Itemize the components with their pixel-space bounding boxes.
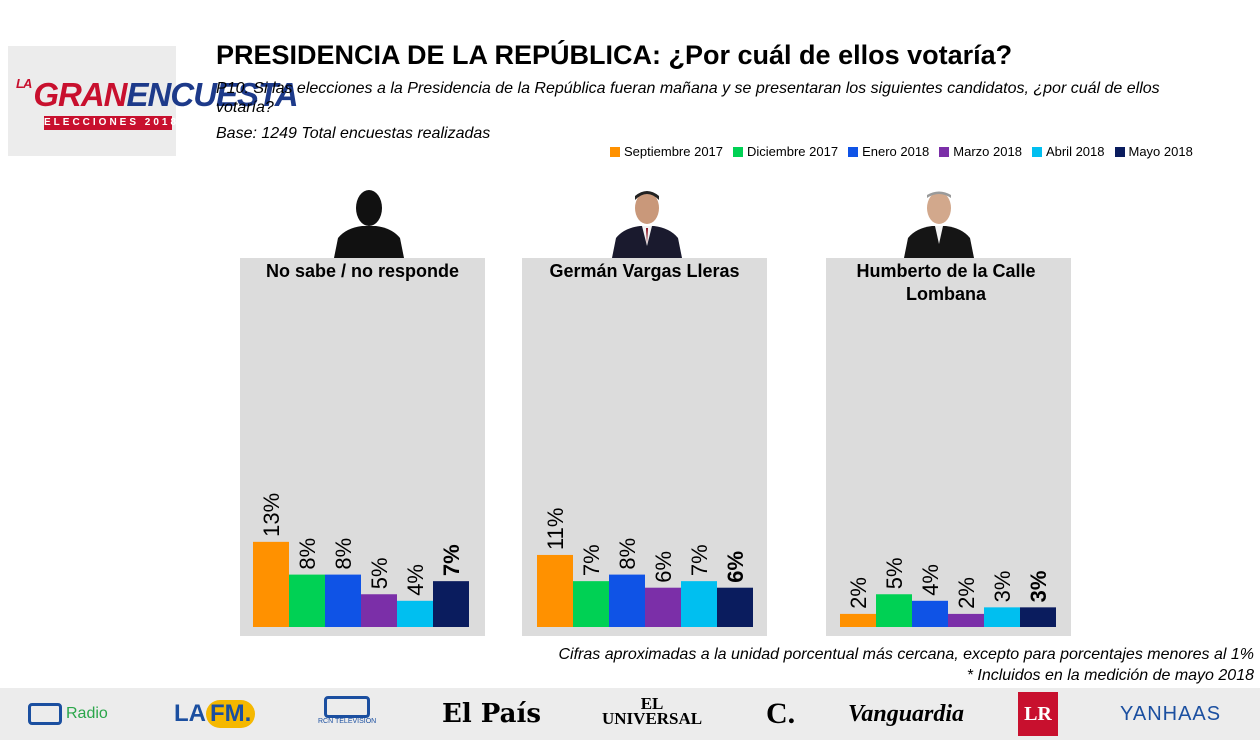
bar-value-label: 7% (439, 544, 464, 576)
page-title: PRESIDENCIA DE LA REPÚBLICA: ¿Por cuál d… (216, 40, 1013, 70)
bar (253, 541, 289, 627)
legend-item-abril-2018: Abril 2018 (1031, 144, 1105, 159)
legend-swatch (848, 146, 859, 157)
bar-value-label: 6% (723, 551, 748, 583)
legend-item-marzo-2018: Marzo 2018 (939, 144, 1022, 159)
bar-value-label: 8% (615, 538, 640, 570)
bar (397, 600, 433, 627)
el-colombiano-logo: C. (766, 697, 796, 730)
el-pais-logo: El País (442, 699, 541, 729)
rounding-note: Cifras aproximadas a la unidad porcentua… (558, 646, 1255, 663)
bar (1020, 607, 1056, 627)
bar (984, 607, 1020, 627)
la-fm-logo: LA FM. (174, 696, 256, 732)
gran-encuesta-logo: LAGRANENCUESTA ELECCIONES 2018 (8, 46, 299, 156)
bar (912, 600, 948, 627)
vargas-lleras-photo-icon (612, 191, 682, 258)
logo-wordmark: LAGRANENCUESTA (16, 76, 299, 113)
el-universal-logo: EL UNIVERSAL (602, 694, 703, 728)
bar-value-label: 8% (331, 538, 356, 570)
bar (840, 613, 876, 627)
rcn-box-icon (324, 696, 371, 718)
legend-swatch (1031, 146, 1042, 157)
bar (537, 554, 573, 627)
panel-de-la-calle: Humberto de la Calle Lombana (826, 258, 1071, 636)
inclusion-note: * Incluidos en la medición de mayo 2018 (966, 667, 1254, 684)
la-republica-logo: LR (1018, 692, 1058, 736)
bar-value-label: 4% (403, 564, 428, 596)
bar-value-label: 4% (918, 564, 943, 596)
legend-item-mayo-2018: Mayo 2018 (1114, 144, 1193, 159)
legend-swatch (939, 146, 950, 157)
bar-value-label: 5% (882, 557, 907, 589)
bar-value-label: 2% (954, 577, 979, 609)
yanhaas-logo: YANHAAS (1120, 702, 1222, 725)
bar (645, 587, 681, 627)
bar (948, 613, 984, 627)
vanguardia-logo: Vanguardia (848, 700, 965, 727)
bar (289, 574, 325, 627)
bar-value-label: 3% (990, 571, 1015, 603)
bar-value-label: 2% (846, 577, 871, 609)
logo-subtitle: ELECCIONES 2018 (44, 116, 180, 130)
rcn-television-logo: RCN TELEVISIÓN (318, 696, 376, 732)
rcn-radio-logo: Radio (28, 696, 108, 732)
panel-title-vargas-lleras: Germán Vargas Lleras (549, 261, 740, 281)
bar-value-label: 13% (259, 493, 284, 537)
legend-swatch (1114, 146, 1125, 157)
bar-value-label: 3% (1026, 571, 1051, 603)
panel-title-de-la-calle: Humberto de la Calle Lombana (856, 261, 1036, 304)
de-la-calle-photo-icon (904, 191, 974, 258)
survey-base: Base: 1249 Total encuestas realizadas (216, 125, 491, 142)
legend-item-septiembre-2017: Septiembre 2017 (610, 144, 723, 159)
bar-value-label: 11% (543, 508, 568, 550)
chart-legend: Septiembre 2017 Diciembre 2017 Enero 201… (610, 144, 1203, 159)
panel-title-no-sabe: No sabe / no responde (265, 261, 460, 281)
legend-swatch (733, 146, 744, 157)
bar (876, 594, 912, 627)
bar-value-label: 7% (579, 544, 604, 576)
bar-value-label: 7% (687, 544, 712, 576)
legend-swatch (610, 146, 620, 157)
bar-value-label: 6% (651, 551, 676, 583)
legend-item-diciembre-2017: Diciembre 2017 (733, 144, 838, 159)
bar (573, 581, 609, 627)
sponsor-footer: Radio LA FM. RCN TELEVISIÓN El País EL UNI… (0, 688, 1260, 740)
bar (325, 574, 361, 627)
bar (717, 587, 753, 627)
bar-value-label: 5% (367, 557, 392, 589)
rcn-box-icon (28, 703, 62, 725)
survey-question: P10. Si las elecciones a la Presidencia … (216, 80, 1160, 116)
unknown-person-silhouette-icon (334, 190, 404, 258)
bar (361, 594, 397, 627)
legend-item-enero-2018: Enero 2018 (848, 144, 929, 159)
bar (681, 581, 717, 627)
bar-value-label: 8% (295, 538, 320, 570)
bar (433, 581, 469, 627)
bar (609, 574, 645, 627)
